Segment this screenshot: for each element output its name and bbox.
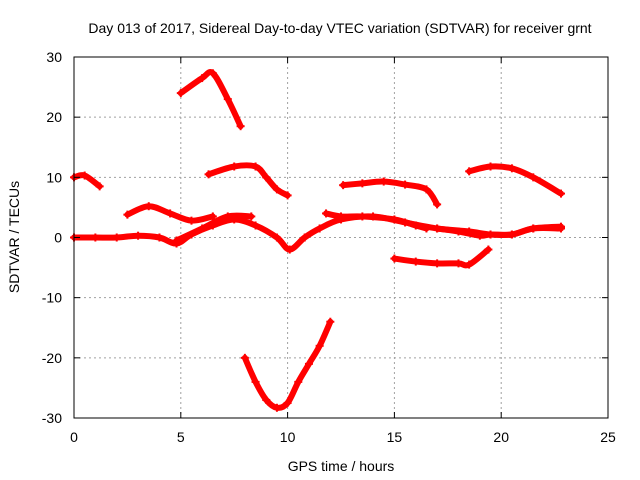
data-point xyxy=(507,164,516,173)
data-point xyxy=(251,162,260,171)
data-point xyxy=(411,257,420,266)
data-point xyxy=(272,403,281,412)
data-point xyxy=(322,209,331,218)
data-point xyxy=(204,170,213,179)
data-point xyxy=(272,185,281,194)
x-tick-label: 10 xyxy=(280,429,296,445)
data-point xyxy=(134,231,143,240)
data-point xyxy=(484,245,493,254)
data-point xyxy=(262,173,271,182)
data-point xyxy=(304,359,313,368)
y-tick-label: 0 xyxy=(54,230,62,246)
x-tick-label: 25 xyxy=(600,429,616,445)
x-tick-label: 0 xyxy=(70,429,78,445)
data-point xyxy=(465,167,474,176)
data-point xyxy=(433,200,442,209)
data-point xyxy=(475,231,484,240)
x-axis-title: GPS time / hours xyxy=(288,458,395,474)
y-tick-label: -20 xyxy=(42,350,62,366)
data-point xyxy=(454,227,463,236)
data-point xyxy=(95,182,104,191)
data-point xyxy=(390,254,399,263)
series-track-9 xyxy=(340,178,441,208)
grid xyxy=(74,57,608,418)
data-point xyxy=(529,224,538,233)
data-point xyxy=(339,181,348,190)
x-axis: 0 5 10 15 20 25 xyxy=(70,57,616,445)
data-point xyxy=(465,260,474,269)
data-point xyxy=(390,215,399,224)
data-point xyxy=(486,230,495,239)
data-point xyxy=(422,224,431,233)
y-tick-label: -30 xyxy=(42,410,62,426)
data-point xyxy=(251,377,260,386)
data-point xyxy=(272,233,281,242)
data-series xyxy=(70,69,566,412)
y-tick-label: 30 xyxy=(46,49,62,65)
data-point xyxy=(358,212,367,221)
data-point xyxy=(486,162,495,171)
data-point xyxy=(236,122,245,131)
data-point xyxy=(223,212,232,221)
data-point xyxy=(337,212,345,221)
data-point xyxy=(166,209,175,218)
data-point xyxy=(315,224,324,233)
x-tick-label: 15 xyxy=(387,429,403,445)
data-point xyxy=(285,245,294,254)
data-point xyxy=(283,191,292,200)
series-track-10 xyxy=(391,246,492,269)
data-point xyxy=(557,189,566,198)
series-track-12 xyxy=(466,163,565,197)
data-point xyxy=(176,89,185,98)
data-point xyxy=(223,95,232,104)
data-point xyxy=(422,185,431,194)
data-point xyxy=(240,353,249,362)
data-point xyxy=(294,377,303,386)
data-point xyxy=(208,212,217,221)
data-point xyxy=(411,221,420,230)
data-point xyxy=(433,259,442,268)
data-point xyxy=(300,233,309,242)
y-tick-label: 10 xyxy=(46,169,62,185)
data-point xyxy=(112,233,121,242)
data-point xyxy=(315,341,324,350)
data-point xyxy=(247,212,256,221)
y-axis: -30 -20 -10 0 10 20 30 xyxy=(42,49,608,426)
x-tick-label: 20 xyxy=(493,429,509,445)
y-axis-title: SDTVAR / TECUs xyxy=(6,181,22,293)
data-point xyxy=(144,202,153,211)
data-point xyxy=(123,210,132,219)
data-point xyxy=(262,395,271,404)
data-point xyxy=(251,221,260,230)
data-point xyxy=(172,236,181,245)
y-tick-label: 20 xyxy=(46,109,62,125)
data-point xyxy=(208,69,217,78)
data-point xyxy=(401,180,410,189)
data-point xyxy=(529,173,538,182)
series-track-4 xyxy=(173,212,255,244)
data-point xyxy=(557,222,566,231)
series-track-6 xyxy=(205,162,291,199)
data-point xyxy=(187,216,196,225)
data-point xyxy=(198,224,207,233)
data-point xyxy=(326,317,335,326)
data-point xyxy=(198,74,207,83)
data-point xyxy=(379,177,388,186)
data-point xyxy=(454,259,463,268)
series-track-7 xyxy=(241,318,334,411)
y-tick-label: -10 xyxy=(42,290,62,306)
chart-title: Day 013 of 2017, Sidereal Day-to-day VTE… xyxy=(88,20,591,36)
data-point xyxy=(155,233,164,242)
x-tick-label: 5 xyxy=(177,429,185,445)
data-point xyxy=(230,162,239,171)
data-point xyxy=(507,230,516,239)
data-point xyxy=(433,224,442,233)
data-point xyxy=(80,171,89,180)
data-point xyxy=(91,233,100,242)
data-point xyxy=(358,179,367,188)
data-point xyxy=(283,398,292,407)
